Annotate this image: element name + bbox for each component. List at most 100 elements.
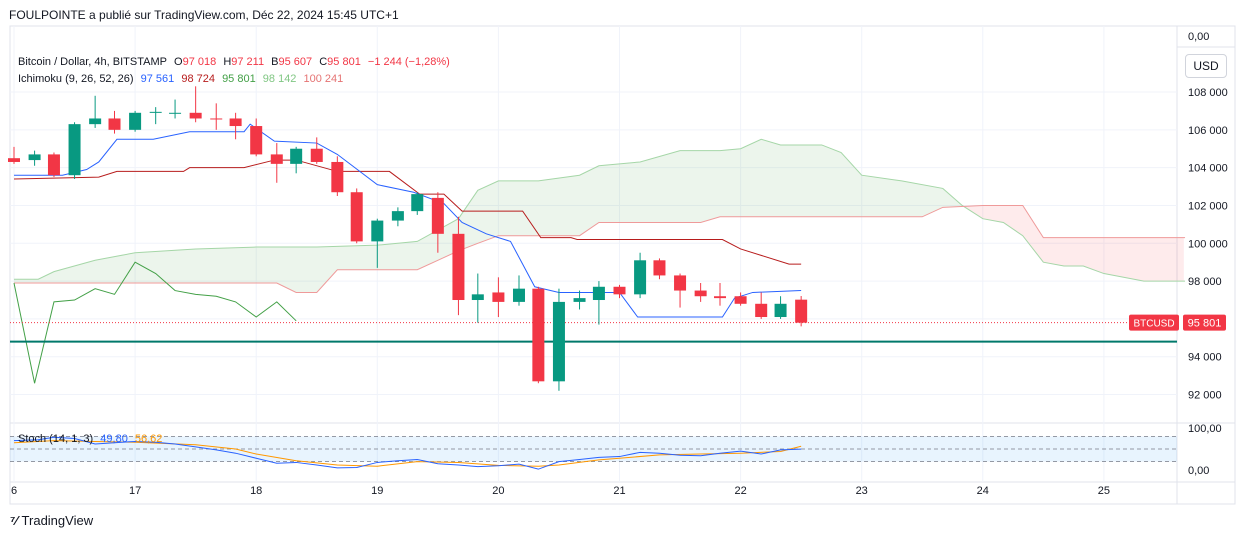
stoch-k-line xyxy=(13,436,802,470)
candle-body xyxy=(250,126,263,155)
ichimoku-cloud xyxy=(14,139,1184,293)
price-tag-value: 95 801 xyxy=(1188,318,1222,330)
open-value: 97 018 xyxy=(182,56,217,68)
candle xyxy=(47,152,60,178)
candle xyxy=(8,146,20,164)
candle-body xyxy=(774,303,787,318)
price-tick-label: 94 000 xyxy=(1188,352,1222,364)
time-tick-label: 25 xyxy=(1098,485,1110,497)
span-a-line xyxy=(14,138,1186,282)
ichimoku-lines xyxy=(10,123,1186,384)
candle-body xyxy=(149,111,162,113)
price-tick-label: 102 000 xyxy=(1188,200,1228,212)
candle xyxy=(774,296,787,319)
stoch-k-value: 49,80 xyxy=(100,433,128,445)
candle xyxy=(592,281,605,325)
tradingview-logo[interactable]: ⁷⁄ TradingView xyxy=(10,513,94,528)
span-b-line xyxy=(14,204,1186,293)
chikou-value: 95 801 xyxy=(222,73,256,85)
price-tag-value-bg xyxy=(1183,314,1226,331)
candle-body xyxy=(169,112,182,114)
candles xyxy=(8,86,808,391)
candle xyxy=(755,292,768,319)
candle-body xyxy=(371,220,384,242)
price-tick-label: 108 000 xyxy=(1188,87,1228,99)
candle xyxy=(492,277,505,318)
time-tick-label: 23 xyxy=(856,485,868,497)
candle-body xyxy=(431,197,444,234)
tenkan-line xyxy=(14,123,802,318)
stoch-legend: Stoch (14, 1, 3) 49,80 56,62 xyxy=(18,433,166,445)
span-a-value: 98 142 xyxy=(262,73,297,85)
time-tick-label: 18 xyxy=(250,485,262,497)
candle xyxy=(270,143,283,183)
price-tick-label: 98 000 xyxy=(1188,276,1222,288)
candle-body xyxy=(492,292,505,302)
candle xyxy=(89,95,102,128)
stoch-d-value: 56,62 xyxy=(134,433,163,445)
span-b-value: 100 241 xyxy=(303,73,344,85)
price-tick-label: 106 000 xyxy=(1188,125,1228,137)
candle-body xyxy=(411,194,424,212)
ichimoku-legend: Ichimoku (9, 26, 52, 26) 97 561 98 724 9… xyxy=(18,73,347,85)
stoch-pane xyxy=(10,435,1177,470)
candle xyxy=(350,188,363,244)
stoch-label: Stoch (14, 1, 3) xyxy=(18,433,94,445)
candle xyxy=(108,110,121,134)
candle xyxy=(68,122,81,179)
kijun-value: 98 724 xyxy=(181,73,215,85)
candle-body xyxy=(290,148,303,164)
chikou-line xyxy=(13,261,297,384)
candle-body xyxy=(68,124,81,176)
candle-body xyxy=(331,161,344,193)
candle xyxy=(310,137,323,164)
time-tick-label: 20 xyxy=(492,485,504,497)
candle-body xyxy=(229,118,242,127)
candle xyxy=(229,112,242,140)
grid xyxy=(9,25,1236,505)
candle xyxy=(290,146,303,174)
candle-body xyxy=(592,286,605,301)
candle xyxy=(28,150,41,166)
high-value: 97 211 xyxy=(231,56,265,68)
time-tick-label: 21 xyxy=(613,485,625,497)
candle xyxy=(431,192,444,253)
time-tick-label: 6 xyxy=(11,485,17,497)
candle-body xyxy=(8,158,20,162)
candle xyxy=(552,288,565,391)
publisher-line: FOULPOINTE a publié sur TradingView.com,… xyxy=(9,8,399,22)
candle xyxy=(391,207,404,227)
candle xyxy=(573,290,586,310)
time-tick-label: 22 xyxy=(734,485,746,497)
price-tick-label: 92 000 xyxy=(1188,390,1222,402)
close-value: 95 801 xyxy=(327,56,361,68)
candle xyxy=(653,258,666,280)
candle xyxy=(634,252,647,299)
price-tick-label: 104 000 xyxy=(1188,163,1228,175)
candle-body xyxy=(350,192,363,242)
time-tick-label: 19 xyxy=(371,485,383,497)
currency-button[interactable]: USD xyxy=(1185,54,1227,78)
candle-body xyxy=(795,299,808,323)
candle-body xyxy=(210,118,223,120)
candle xyxy=(452,216,465,316)
candle-body xyxy=(310,148,323,162)
change-value: −1 244 (−1,28%) xyxy=(367,56,450,68)
candle xyxy=(734,292,747,306)
symbol-legend: Bitcoin / Dollar, 4h, BITSTAMP O97 018 H… xyxy=(18,56,450,68)
price-tag-symbol: BTCUSD xyxy=(1133,319,1174,330)
candle xyxy=(471,273,484,323)
candle-body xyxy=(714,296,727,299)
candle xyxy=(169,99,182,119)
price-tag-symbol-bg xyxy=(1129,314,1179,331)
candle xyxy=(532,286,545,384)
candle xyxy=(189,86,202,123)
candle xyxy=(613,284,626,299)
candle-body xyxy=(552,301,565,382)
candle-body xyxy=(129,112,142,130)
axes: 0,00 108 000 106 000 104 000 102 000 100 000 9… xyxy=(11,31,1228,497)
symbol-name: Bitcoin / Dollar, 4h, BITSTAMP xyxy=(18,56,167,68)
candle-body xyxy=(89,118,102,125)
candle-body xyxy=(532,288,545,382)
